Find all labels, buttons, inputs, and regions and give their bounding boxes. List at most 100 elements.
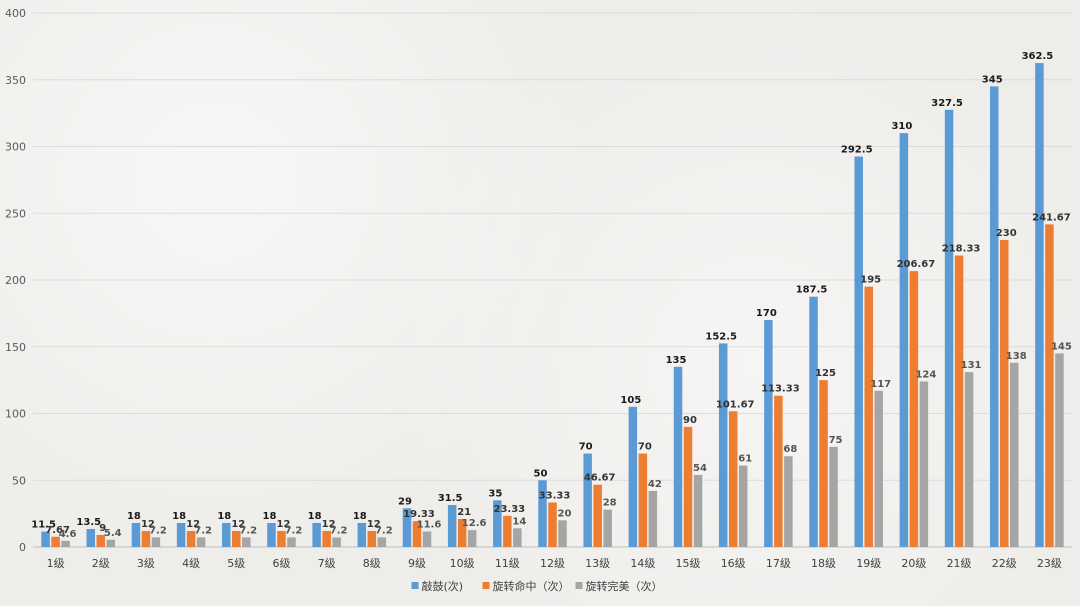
data-label-series2-10: 21 bbox=[457, 507, 471, 518]
data-label-series1-22: 345 bbox=[982, 74, 1003, 85]
data-label-series3-2: 5.4 bbox=[104, 528, 122, 539]
data-label-series2-3: 12 bbox=[141, 519, 155, 530]
data-label-series3-5: 7.2 bbox=[239, 525, 257, 536]
data-label-series1-11: 35 bbox=[488, 488, 502, 499]
bar-series3-6 bbox=[287, 537, 296, 547]
bar-series2-14 bbox=[638, 453, 648, 547]
data-label-series2-9: 19.33 bbox=[403, 509, 435, 520]
bar-series1-2 bbox=[86, 528, 96, 547]
bar-series1-10 bbox=[447, 504, 457, 547]
data-label-series1-10: 31.5 bbox=[438, 493, 463, 504]
data-label-series1-6: 18 bbox=[262, 511, 276, 522]
bar-series2-17 bbox=[774, 395, 783, 547]
x-tick-label: 9级 bbox=[408, 557, 426, 570]
y-tick-label: 50 bbox=[12, 474, 26, 487]
x-tick-label: 3级 bbox=[137, 557, 155, 570]
bar-series2-7 bbox=[322, 530, 331, 547]
y-tick-label: 150 bbox=[5, 341, 26, 354]
bar-series1-23 bbox=[1035, 63, 1044, 547]
y-tick-label: 250 bbox=[5, 207, 26, 220]
bar-series1-18 bbox=[809, 296, 818, 547]
y-tick-label: 100 bbox=[5, 408, 26, 421]
data-label-series3-19: 117 bbox=[870, 379, 891, 390]
x-tick-label: 20级 bbox=[901, 557, 926, 570]
bar-series3-1 bbox=[61, 540, 70, 547]
bar-series2-18 bbox=[819, 380, 828, 547]
bar-series1-17 bbox=[764, 320, 773, 547]
bar-series3-7 bbox=[332, 537, 341, 547]
x-tick-label: 10级 bbox=[450, 557, 475, 570]
x-tick-label: 8级 bbox=[363, 557, 381, 570]
bar-series2-1 bbox=[51, 536, 60, 547]
bar-series1-19 bbox=[854, 156, 863, 547]
bar-series1-5 bbox=[222, 522, 231, 547]
data-label-series3-12: 20 bbox=[558, 508, 572, 519]
bar-series1-1 bbox=[41, 531, 50, 547]
data-label-series1-9: 29 bbox=[398, 496, 412, 507]
bar-series2-10 bbox=[457, 518, 467, 547]
data-label-series1-8: 18 bbox=[353, 511, 367, 522]
data-label-series3-10: 12.6 bbox=[462, 518, 487, 529]
data-label-series3-18: 75 bbox=[829, 435, 843, 446]
bar-series3-21 bbox=[964, 372, 974, 547]
data-label-series3-15: 54 bbox=[693, 463, 707, 474]
bar-series1-20 bbox=[899, 133, 909, 547]
bar-series2-8 bbox=[367, 530, 377, 547]
bar-series2-6 bbox=[277, 530, 286, 547]
bar-series2-11 bbox=[503, 515, 512, 547]
data-label-series1-1: 11.5 bbox=[31, 520, 56, 531]
x-tick-label: 19级 bbox=[856, 557, 881, 570]
legend-swatch-series2 bbox=[482, 582, 490, 589]
x-tick-label: 16级 bbox=[721, 557, 746, 570]
bar-series3-23 bbox=[1055, 353, 1064, 547]
x-tick-label: 14级 bbox=[630, 557, 655, 570]
legend-label-series2: 旋转命中（次） bbox=[493, 579, 570, 593]
data-label-series2-6: 12 bbox=[276, 519, 290, 530]
bar-series3-10 bbox=[467, 530, 477, 547]
bar-series1-15 bbox=[673, 366, 683, 547]
bar-series2-22 bbox=[999, 239, 1009, 547]
bar-series3-14 bbox=[648, 490, 658, 547]
x-tick-label: 15级 bbox=[676, 557, 701, 570]
x-tick-label: 23级 bbox=[1037, 557, 1062, 570]
bar-series2-16 bbox=[728, 411, 738, 547]
data-label-series2-23: 241.67 bbox=[1032, 212, 1071, 223]
legend-label-series1: 敲鼓(次) bbox=[422, 579, 464, 593]
bar-series3-8 bbox=[377, 537, 387, 547]
data-label-series2-12: 33.33 bbox=[539, 491, 571, 502]
bar-series1-9 bbox=[402, 508, 412, 547]
bar-series3-11 bbox=[513, 528, 522, 547]
bar-series1-12 bbox=[538, 480, 547, 547]
data-label-series2-4: 12 bbox=[186, 519, 200, 530]
data-label-series1-14: 105 bbox=[620, 395, 641, 406]
x-tick-label: 18级 bbox=[811, 557, 836, 570]
data-label-series2-16: 101.67 bbox=[716, 399, 755, 410]
y-tick-label: 200 bbox=[5, 274, 26, 287]
x-tick-label: 1级 bbox=[47, 557, 65, 570]
data-label-series1-21: 327.5 bbox=[931, 98, 963, 109]
bar-series2-13 bbox=[593, 484, 602, 547]
data-label-series3-3: 7.2 bbox=[149, 525, 167, 536]
data-label-series2-20: 206.67 bbox=[897, 259, 936, 270]
data-label-series2-21: 218.33 bbox=[942, 244, 981, 255]
data-label-series1-2: 13.5 bbox=[76, 517, 101, 528]
data-label-series2-18: 125 bbox=[815, 368, 836, 379]
bar-series3-4 bbox=[196, 537, 206, 547]
bar-series2-15 bbox=[683, 426, 693, 547]
data-label-series3-9: 11.6 bbox=[417, 520, 442, 531]
bar-series3-5 bbox=[242, 537, 251, 547]
data-label-series2-5: 12 bbox=[231, 519, 245, 530]
data-label-series2-19: 195 bbox=[860, 275, 881, 286]
bar-series1-6 bbox=[267, 522, 276, 547]
y-tick-label: 0 bbox=[19, 541, 26, 554]
bar-series3-3 bbox=[151, 537, 161, 547]
data-label-series2-22: 230 bbox=[996, 228, 1017, 239]
data-label-series3-13: 28 bbox=[603, 498, 617, 509]
data-label-series2-7: 12 bbox=[322, 519, 336, 530]
data-label-series2-13: 46.67 bbox=[584, 473, 616, 484]
x-tick-label: 2级 bbox=[92, 557, 110, 570]
bar-series3-16 bbox=[738, 465, 748, 547]
data-label-series1-19: 292.5 bbox=[841, 145, 873, 156]
data-label-series2-15: 90 bbox=[683, 415, 697, 426]
data-label-series1-17: 170 bbox=[756, 308, 777, 319]
